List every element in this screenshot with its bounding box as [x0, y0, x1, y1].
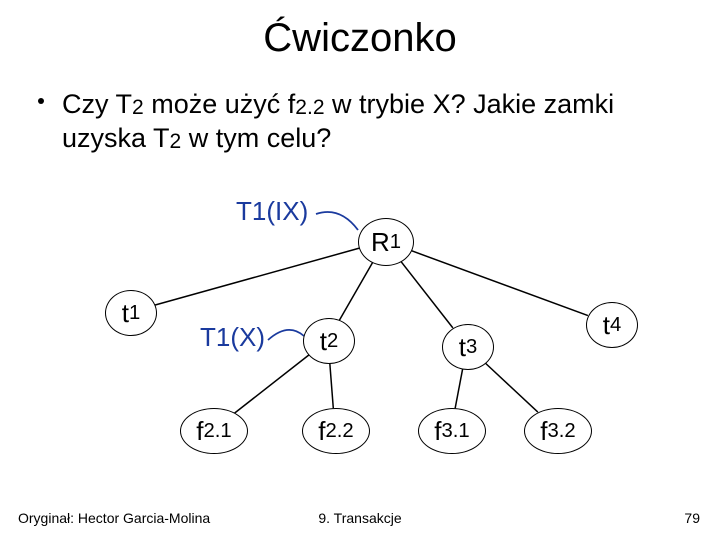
tree-edges: [0, 0, 720, 540]
annotation-t2-lock: T1(X): [200, 322, 265, 353]
question-bullet: Czy T2 może użyć f2.2 w trybie X? Jakie …: [40, 88, 680, 156]
node-t2: t2: [303, 318, 355, 364]
slide-title: Ćwiczonko: [0, 16, 720, 61]
annotation-root-lock: T1(IX): [236, 196, 308, 227]
node-f22: f2.2: [302, 408, 370, 454]
bullet-dot: [38, 98, 44, 104]
node-t1: t1: [105, 290, 157, 336]
footer-page: 79: [684, 510, 700, 526]
footer-topic: 9. Transakcje: [0, 510, 720, 526]
node-t3: t3: [442, 324, 494, 370]
node-R1: R1: [358, 218, 414, 266]
node-t4: t4: [586, 302, 638, 348]
node-f32: f3.2: [524, 408, 592, 454]
node-f31: f3.1: [418, 408, 486, 454]
node-f21: f2.1: [180, 408, 248, 454]
question-text: Czy T2 może użyć f2.2 w trybie X? Jakie …: [62, 88, 680, 156]
